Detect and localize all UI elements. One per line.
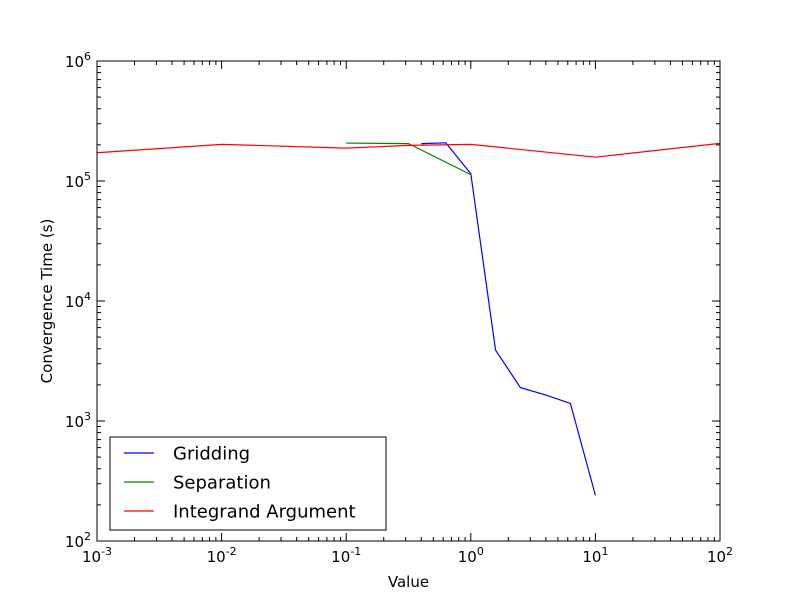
plot-lines [97,142,720,496]
x-axis-label: Value [388,573,429,591]
x-tick-label: 101 [582,545,608,566]
legend-label: Separation [173,473,271,494]
x-tick-label: 102 [707,545,733,566]
legend: Gridding Separation Integrand Argument [109,436,387,531]
series-line-separation [346,142,472,176]
x-tick-label: 10-3 [82,545,112,566]
series-line-gridding [421,142,596,496]
series-line-integrand-argument [97,142,720,158]
legend-label: Gridding [173,444,250,465]
axis-tick-labels: 10-3 10-2 10-1 100 101 102 102 103 104 105 106 [65,50,733,566]
legend-box [109,436,387,531]
x-tick-label: 10-1 [331,545,361,566]
legend-label: Integrand Argument [173,502,356,523]
y-tick-label: 104 [65,290,91,311]
x-tick-label: 10-2 [207,545,237,566]
axis-ticks [96,60,721,542]
y-tick-label: 103 [65,410,91,431]
y-tick-label: 102 [65,530,91,551]
y-tick-label: 105 [65,170,91,191]
x-tick-label: 100 [458,545,484,566]
y-tick-label: 106 [65,50,91,71]
y-axis-label: Convergence Time (s) [38,219,56,384]
